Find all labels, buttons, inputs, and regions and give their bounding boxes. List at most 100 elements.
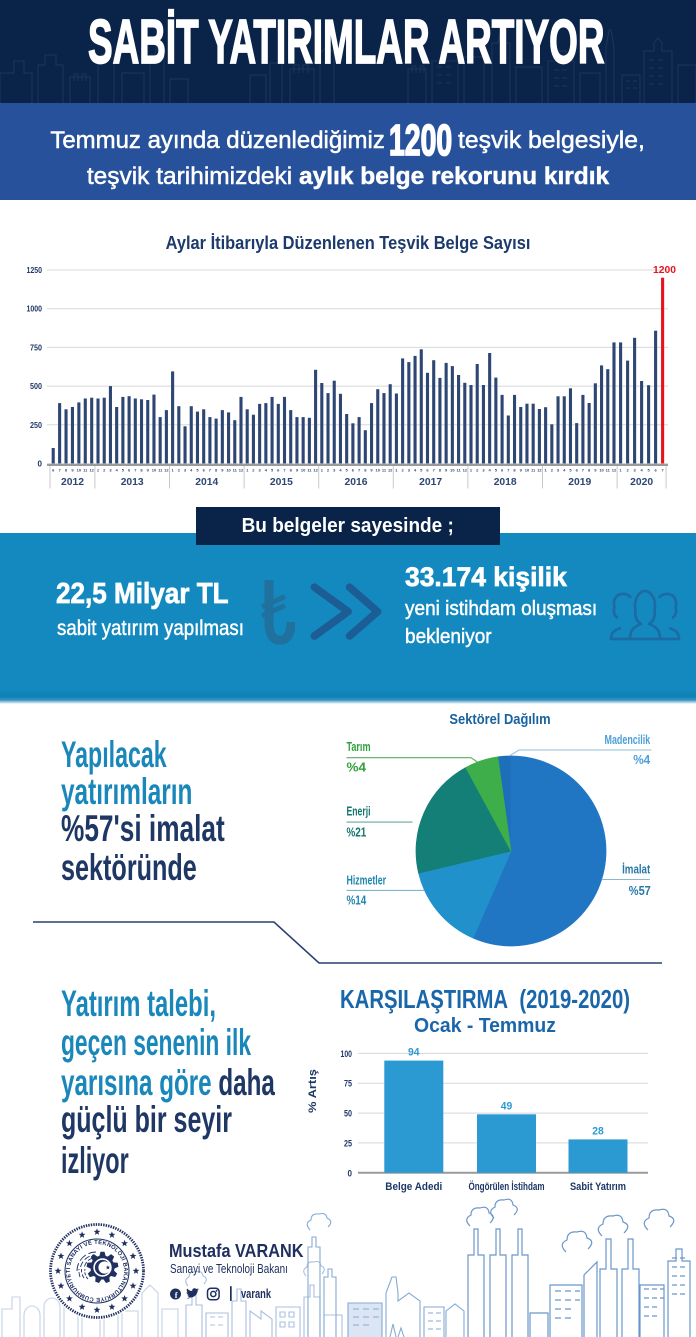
svg-text:1200: 1200 (653, 264, 676, 276)
svg-text:7: 7 (59, 468, 62, 473)
svg-text:9: 9 (445, 468, 448, 473)
svg-text:2012: 2012 (61, 476, 84, 488)
svg-text:12: 12 (463, 468, 468, 473)
svg-text:3: 3 (408, 468, 411, 473)
svg-text:5: 5 (495, 468, 498, 473)
svg-text:2013: 2013 (121, 476, 144, 488)
svg-text:7: 7 (358, 468, 361, 473)
svg-text:6: 6 (128, 468, 131, 473)
svg-text:6: 6 (576, 468, 579, 473)
svg-text:11: 11 (233, 468, 238, 473)
svg-text:7: 7 (582, 468, 585, 473)
svg-text:0: 0 (348, 1168, 353, 1178)
svg-text:6: 6 (52, 468, 55, 473)
svg-text:varank: varank (241, 1287, 271, 1301)
svg-text:4: 4 (489, 468, 492, 473)
svg-text:Enerji: Enerji (347, 804, 371, 819)
svg-text:9: 9 (370, 468, 373, 473)
svg-text:10: 10 (152, 468, 157, 473)
svg-text:1: 1 (544, 468, 547, 473)
svg-text:11: 11 (531, 468, 536, 473)
svg-text:5: 5 (346, 468, 349, 473)
svg-text:8: 8 (364, 468, 367, 473)
svg-text:7: 7 (283, 468, 286, 473)
svg-text:2018: 2018 (494, 476, 517, 488)
svg-text:5: 5 (271, 468, 274, 473)
svg-text:9: 9 (520, 468, 523, 473)
svg-text:1: 1 (171, 468, 174, 473)
svg-text:4: 4 (339, 468, 342, 473)
svg-text:0: 0 (38, 459, 43, 469)
svg-text:f: f (175, 1290, 178, 1300)
svg-text:250: 250 (30, 420, 42, 430)
svg-text:10: 10 (450, 468, 455, 473)
svg-text:6: 6 (203, 468, 206, 473)
svg-text:8: 8 (65, 468, 68, 473)
svg-text:%57: %57 (629, 883, 651, 898)
svg-text:%14: %14 (347, 892, 367, 907)
svg-text:12: 12 (239, 468, 244, 473)
svg-text:11: 11 (158, 468, 163, 473)
svg-text:7: 7 (134, 468, 137, 473)
svg-text:1250: 1250 (27, 265, 43, 275)
svg-text:4: 4 (640, 468, 643, 473)
svg-text:2: 2 (626, 468, 629, 473)
svg-text:2019: 2019 (568, 476, 591, 488)
svg-text:2016: 2016 (345, 476, 368, 488)
svg-text:12: 12 (612, 468, 617, 473)
svg-text:10: 10 (376, 468, 381, 473)
svg-text:4: 4 (414, 468, 417, 473)
svg-text:3: 3 (333, 468, 336, 473)
svg-text:3: 3 (557, 468, 560, 473)
svg-text:10: 10 (599, 468, 604, 473)
svg-text:2: 2 (327, 468, 330, 473)
svg-text:10: 10 (525, 468, 530, 473)
svg-text:5: 5 (420, 468, 423, 473)
svg-text:%21: %21 (347, 825, 367, 840)
svg-text:28: 28 (592, 1125, 604, 1137)
svg-text:7: 7 (209, 468, 212, 473)
svg-text:5: 5 (122, 468, 125, 473)
svg-text:10: 10 (226, 468, 231, 473)
svg-text:3: 3 (482, 468, 485, 473)
svg-text:Sabit Yatırım: Sabit Yatırım (570, 1181, 626, 1193)
svg-text:9: 9 (221, 468, 224, 473)
svg-text:%4: %4 (347, 760, 367, 775)
svg-text:12: 12 (537, 468, 542, 473)
svg-text:49: 49 (501, 1100, 513, 1112)
svg-text:4: 4 (190, 468, 193, 473)
svg-text:2017: 2017 (419, 476, 442, 488)
svg-text:12: 12 (164, 468, 169, 473)
svg-text:12: 12 (388, 468, 393, 473)
svg-text:1000: 1000 (27, 304, 43, 314)
svg-text:9: 9 (296, 468, 299, 473)
svg-text:% Artış: % Artış (307, 1069, 319, 1113)
svg-text:2: 2 (476, 468, 479, 473)
svg-text:6: 6 (654, 468, 657, 473)
svg-text:5: 5 (647, 468, 650, 473)
svg-text:8: 8 (588, 468, 591, 473)
svg-text:6: 6 (277, 468, 280, 473)
svg-text:25: 25 (344, 1138, 352, 1148)
svg-text:2014: 2014 (195, 476, 218, 488)
svg-text:Belge Adedi: Belge Adedi (385, 1181, 442, 1193)
svg-text:500: 500 (30, 381, 42, 391)
svg-text:2: 2 (103, 468, 106, 473)
svg-text:4: 4 (563, 468, 566, 473)
svg-text:100: 100 (341, 1049, 353, 1059)
svg-text:11: 11 (382, 468, 387, 473)
svg-text:8: 8 (140, 468, 143, 473)
svg-text:6: 6 (352, 468, 355, 473)
svg-text:1: 1 (246, 468, 249, 473)
svg-text:11: 11 (606, 468, 611, 473)
svg-text:2: 2 (551, 468, 554, 473)
svg-text:11: 11 (307, 468, 312, 473)
svg-text:11: 11 (83, 468, 88, 473)
svg-text:3: 3 (184, 468, 187, 473)
svg-text:4: 4 (116, 468, 119, 473)
svg-text:8: 8 (290, 468, 293, 473)
svg-text:2020: 2020 (630, 476, 653, 488)
svg-text:10: 10 (301, 468, 306, 473)
svg-text:11: 11 (456, 468, 461, 473)
svg-text:8: 8 (215, 468, 218, 473)
